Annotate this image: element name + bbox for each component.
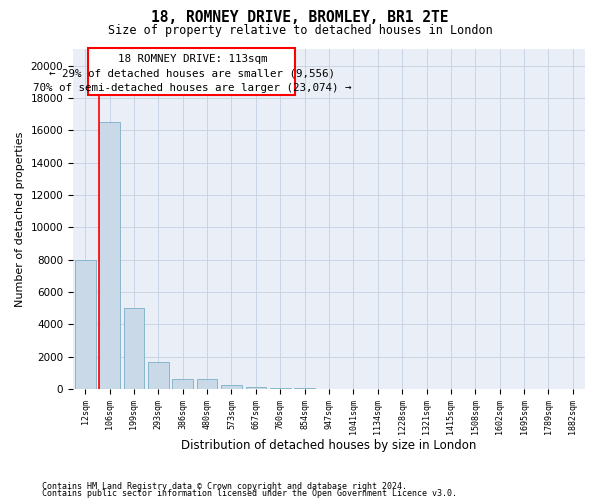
- Text: 18 ROMNEY DRIVE: 113sqm: 18 ROMNEY DRIVE: 113sqm: [118, 54, 267, 64]
- X-axis label: Distribution of detached houses by size in London: Distribution of detached houses by size …: [181, 440, 477, 452]
- Bar: [197, 379, 217, 389]
- Bar: [172, 379, 193, 389]
- FancyBboxPatch shape: [88, 48, 295, 94]
- Y-axis label: Number of detached properties: Number of detached properties: [15, 132, 25, 307]
- Bar: [294, 388, 315, 389]
- Text: ← 29% of detached houses are smaller (9,556): ← 29% of detached houses are smaller (9,…: [49, 69, 335, 79]
- Text: 18, ROMNEY DRIVE, BROMLEY, BR1 2TE: 18, ROMNEY DRIVE, BROMLEY, BR1 2TE: [151, 10, 449, 25]
- Bar: [124, 308, 145, 389]
- Bar: [221, 386, 242, 389]
- Bar: [270, 388, 290, 389]
- Text: Contains public sector information licensed under the Open Government Licence v3: Contains public sector information licen…: [42, 490, 457, 498]
- Text: 70% of semi-detached houses are larger (23,074) →: 70% of semi-detached houses are larger (…: [33, 82, 352, 92]
- Bar: [245, 387, 266, 389]
- Bar: [148, 362, 169, 389]
- Text: Contains HM Land Registry data © Crown copyright and database right 2024.: Contains HM Land Registry data © Crown c…: [42, 482, 407, 491]
- Text: Size of property relative to detached houses in London: Size of property relative to detached ho…: [107, 24, 493, 37]
- Bar: [75, 260, 95, 389]
- Bar: [99, 122, 120, 389]
